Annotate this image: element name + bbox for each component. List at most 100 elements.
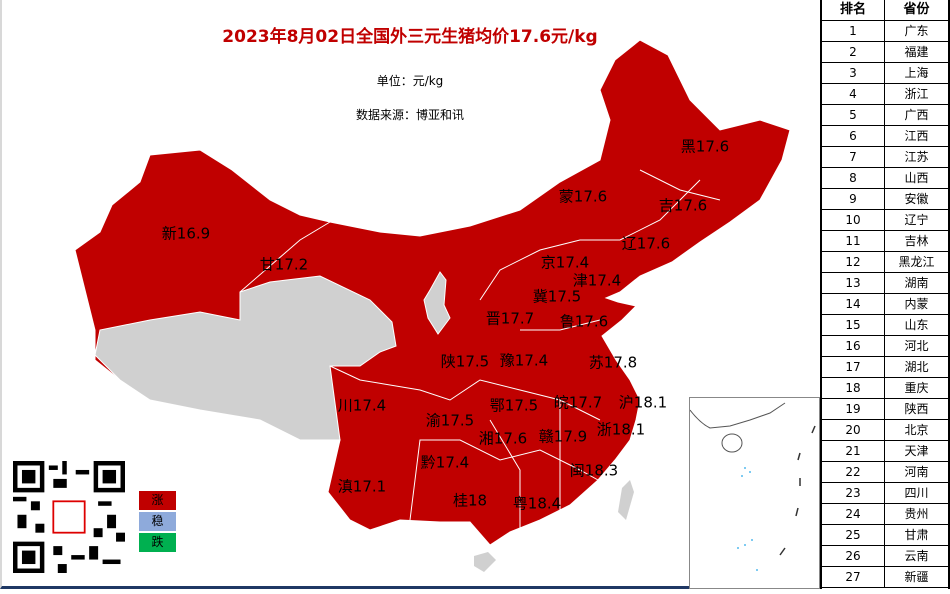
- province-cell: 江西: [904, 129, 929, 143]
- province-cell: 广西: [904, 108, 929, 122]
- header-rank: 排名: [822, 0, 885, 20]
- province-label: 鲁17.6: [559, 312, 609, 331]
- rank-cell: 25: [822, 525, 885, 545]
- rank-cell: 20: [822, 420, 885, 440]
- province-label: 浙18.1: [596, 420, 646, 439]
- rank-cell: 11: [822, 231, 885, 251]
- rank-cell: 5: [822, 105, 885, 125]
- rank-cell: 23: [822, 483, 885, 503]
- province-label: 川17.4: [337, 396, 387, 415]
- map-panel: [0, 0, 820, 589]
- table-row: 16 河北: [822, 336, 948, 357]
- province-cell: 河南: [904, 465, 929, 479]
- china-map: [74, 39, 791, 572]
- province-cell: 贵州: [904, 507, 929, 521]
- province-label: 甘17.2: [259, 255, 309, 274]
- province-cell: 天津: [904, 444, 929, 458]
- province-cell: 甘肃: [904, 528, 929, 542]
- tibet-qinghai-no-data: [94, 275, 397, 441]
- province-label: 粤18.4: [512, 494, 562, 513]
- table-row: 13 湖南: [822, 273, 948, 294]
- rank-cell: 8: [822, 168, 885, 188]
- table-row: 7 江苏: [822, 147, 948, 168]
- province-cell: 重庆: [904, 381, 929, 395]
- province-label: 蒙17.6: [558, 187, 608, 206]
- province-cell: 黑龙江: [898, 255, 935, 269]
- province-cell: 山东: [904, 318, 929, 332]
- rank-cell: 7: [822, 147, 885, 167]
- table-row: 22 河南: [822, 462, 948, 483]
- rank-cell: 19: [822, 399, 885, 419]
- rank-cell: 16: [822, 336, 885, 356]
- rank-cell: 24: [822, 504, 885, 524]
- table-row: 18 重庆: [822, 378, 948, 399]
- table-row: 6 江西: [822, 126, 948, 147]
- hainan: [474, 552, 496, 572]
- province-label: 赣17.9: [538, 427, 588, 446]
- table-row: 26 云南: [822, 546, 948, 567]
- province-cell: 广东: [904, 24, 929, 38]
- table-row: 1 广东: [822, 21, 948, 42]
- province-cell: 辽宁: [904, 213, 929, 227]
- province-cell: 四川: [904, 486, 929, 500]
- province-cell: 湖北: [904, 360, 929, 374]
- map-title: 2023年8月02日全国外三元生猪均价17.6元/kg: [222, 27, 598, 47]
- table-row: 8 山西: [822, 168, 948, 189]
- table-row: 11 吉林: [822, 231, 948, 252]
- province-label: 冀17.5: [532, 287, 582, 306]
- province-label: 吉17.6: [658, 196, 708, 215]
- province-label: 辽17.6: [621, 234, 671, 253]
- table-row: 21 天津: [822, 441, 948, 462]
- rank-cell: 13: [822, 273, 885, 293]
- table-header: 排名 省份: [822, 0, 948, 21]
- rank-cell: 2: [822, 42, 885, 62]
- province-label: 新16.9: [161, 224, 211, 243]
- province-label: 苏17.8: [588, 353, 638, 372]
- rank-cell: 3: [822, 63, 885, 83]
- province-label: 湘17.6: [478, 429, 528, 448]
- province-label: 黑17.6: [680, 137, 730, 156]
- province-label: 桂18: [452, 491, 488, 510]
- rank-cell: 27: [822, 567, 885, 587]
- data-source: 数据来源：博亚和讯: [355, 108, 464, 122]
- table-row: 12 黑龙江: [822, 252, 948, 273]
- table-row: 2 福建: [822, 42, 948, 63]
- table-row: 24 贵州: [822, 504, 948, 525]
- province-label: 渝17.5: [425, 411, 475, 430]
- south-china-sea-inset: [689, 397, 820, 589]
- table-row: 9 安徽: [822, 189, 948, 210]
- table-row: 20 北京: [822, 420, 948, 441]
- province-cell: 江苏: [904, 150, 929, 164]
- province-cell: 浙江: [904, 87, 929, 101]
- rank-cell: 1: [822, 21, 885, 41]
- province-label: 豫17.4: [499, 351, 549, 370]
- table-row: 14 内蒙: [822, 294, 948, 315]
- province-label: 滇17.1: [337, 477, 387, 496]
- province-cell: 湖南: [904, 276, 929, 290]
- province-cell: 上海: [904, 66, 929, 80]
- rank-cell: 15: [822, 315, 885, 335]
- table-row: 27 新疆: [822, 567, 948, 588]
- province-label: 晋17.7: [485, 309, 535, 328]
- province-cell: 山西: [904, 171, 929, 185]
- table-row: 17 湖北: [822, 357, 948, 378]
- rank-cell: 14: [822, 294, 885, 314]
- province-cell: 内蒙: [904, 297, 929, 311]
- table-row: 3 上海: [822, 63, 948, 84]
- province-label: 鄂17.5: [489, 396, 539, 415]
- rank-cell: 4: [822, 84, 885, 104]
- rank-cell: 12: [822, 252, 885, 272]
- header-province: 省份: [903, 2, 930, 17]
- rank-cell: 6: [822, 126, 885, 146]
- province-label: 皖17.7: [553, 393, 603, 412]
- qr-code[interactable]: [13, 461, 125, 573]
- province-cell: 新疆: [904, 570, 929, 584]
- rank-cell: 26: [822, 546, 885, 566]
- rank-cell: 21: [822, 441, 885, 461]
- ningxia-no-data: [423, 271, 451, 335]
- ranking-table: 排名 省份 1 广东 2 福建 3 上海 4 浙江 5 广西 6 江西 7 江苏 8 山西 9 安徽 10 辽宁 11 吉…: [820, 0, 950, 589]
- province-cell: 云南: [904, 549, 929, 563]
- rank-cell: 10: [822, 210, 885, 230]
- taiwan-no-data: [618, 480, 634, 520]
- legend-flat: 稳: [139, 512, 176, 531]
